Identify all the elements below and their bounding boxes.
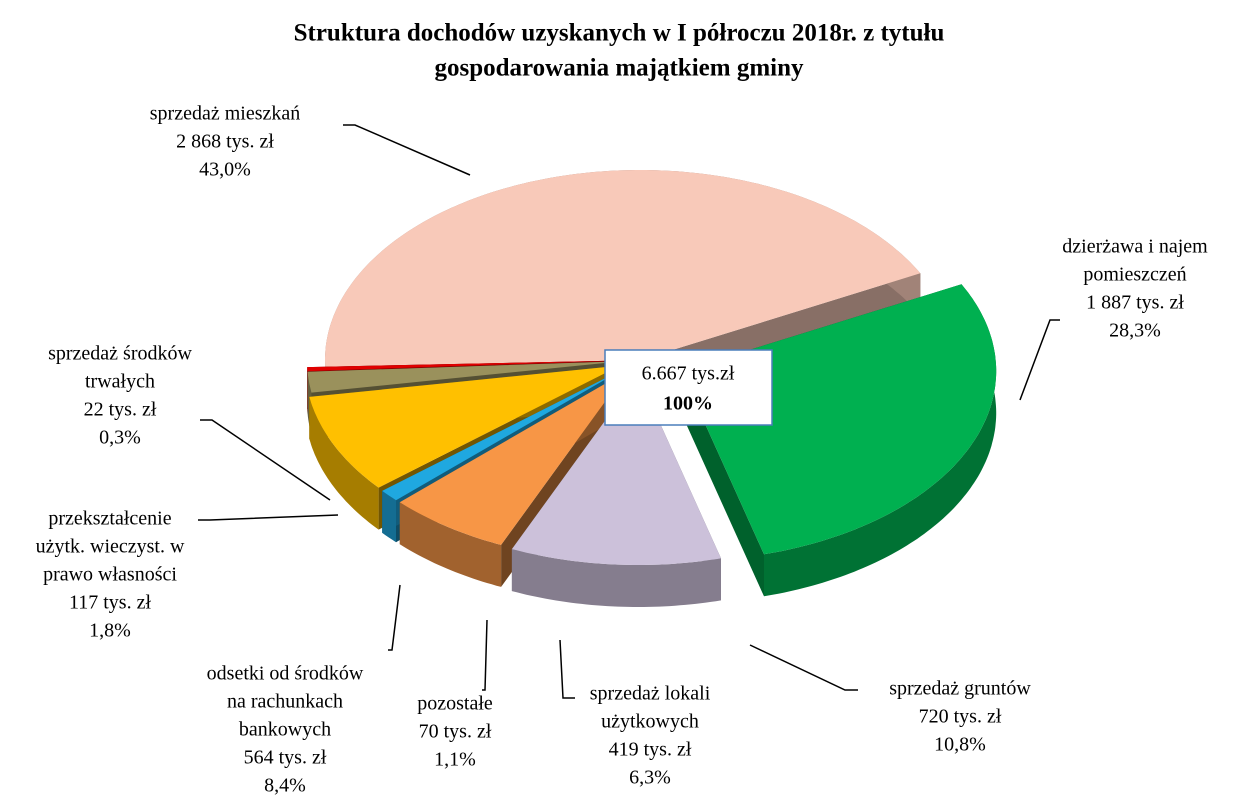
total-amount: 6.667 tys.zł xyxy=(642,363,735,385)
slice-side xyxy=(681,371,764,597)
total-share: 100% xyxy=(663,393,713,415)
slice-wall xyxy=(382,490,396,543)
leader-line xyxy=(1019,319,1060,401)
category-label: dzierżawa i najem xyxy=(1062,236,1208,258)
pie xyxy=(307,170,997,607)
category-label: sprzedaż gruntów xyxy=(889,678,1031,700)
category-label: przekształcenie xyxy=(48,508,171,530)
leader-line xyxy=(482,619,488,691)
value-label: 1 887 tys. zł xyxy=(1086,292,1184,314)
category-label: użytk. wieczyst. w xyxy=(36,536,185,558)
chart-title: Struktura dochodów uzyskanych w I półroc… xyxy=(294,20,945,47)
slice xyxy=(325,170,921,367)
category-label: pomieszczeń xyxy=(1083,264,1186,286)
share-label: 28,3% xyxy=(1109,320,1161,342)
category-label: prawo własności xyxy=(43,564,177,586)
slice-wall xyxy=(511,549,721,607)
share-label: 43,0% xyxy=(199,159,251,181)
leader-line xyxy=(388,584,401,651)
category-label: trwałych xyxy=(85,371,155,393)
slice xyxy=(309,365,620,488)
category-label: sprzedaż lokali xyxy=(590,683,711,705)
share-label: 8,4% xyxy=(264,775,306,797)
category-label: użytkowych xyxy=(601,711,699,733)
slice xyxy=(511,375,721,565)
slice-wall xyxy=(309,396,379,530)
value-label: 117 tys. zł xyxy=(69,592,151,614)
category-label: pozostałe xyxy=(417,693,493,715)
slice xyxy=(382,368,624,501)
share-label: 1,1% xyxy=(434,749,476,771)
slice xyxy=(399,370,628,545)
leader-line xyxy=(200,419,331,501)
value-label: 22 tys. zł xyxy=(84,399,157,421)
leader-line xyxy=(198,514,339,521)
category-label: odsetki od środków xyxy=(207,663,364,685)
chart-title: gospodarowania majątkiem gminy xyxy=(434,55,804,82)
leader-line xyxy=(559,639,575,699)
category-label: na rachunkach xyxy=(227,691,343,713)
slice xyxy=(307,360,622,372)
leader-lines xyxy=(198,124,1060,699)
category-label: sprzedaż mieszkań xyxy=(150,103,300,125)
total-box xyxy=(604,349,773,426)
value-label: 419 tys. zł xyxy=(609,739,692,761)
share-label: 10,8% xyxy=(934,734,986,756)
slice xyxy=(307,361,623,393)
category-label: bankowych xyxy=(239,719,331,741)
share-label: 6,3% xyxy=(629,767,671,789)
slice-wall xyxy=(399,502,502,587)
value-label: 564 tys. zł xyxy=(244,747,327,769)
slice-wall xyxy=(764,284,997,597)
value-label: 2 868 tys. zł xyxy=(176,131,274,153)
labels: sprzedaż mieszkań 2 868 tys. zł 43,0% dzier… xyxy=(36,103,1209,797)
leader-line xyxy=(749,644,858,691)
share-label: 1,8% xyxy=(89,620,131,642)
value-label: 720 tys. zł xyxy=(919,706,1002,728)
leader-line xyxy=(343,124,471,176)
value-label: 70 tys. zł xyxy=(419,721,492,743)
category-label: sprzedaż środków xyxy=(48,343,192,365)
share-label: 0,3% xyxy=(99,427,141,449)
